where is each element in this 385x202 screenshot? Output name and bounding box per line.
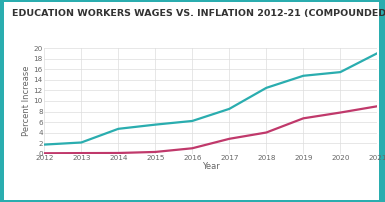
Text: EDUCATION WORKERS WAGES VS. INFLATION 2012-21 (COMPOUNDED): EDUCATION WORKERS WAGES VS. INFLATION 20… [12,9,385,18]
Y-axis label: Percent Increase: Percent Increase [22,66,31,136]
X-axis label: Year: Year [202,162,220,171]
